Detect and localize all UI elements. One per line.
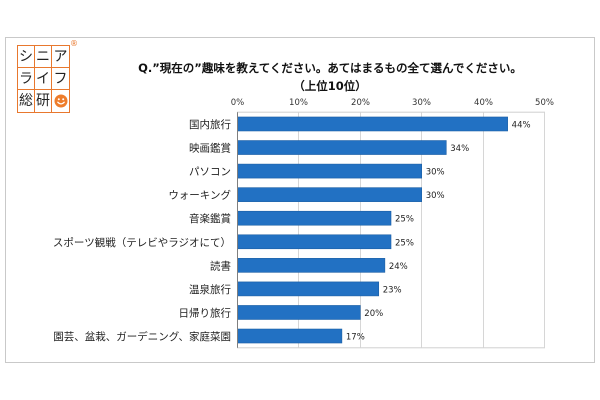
logo-char: イ bbox=[35, 68, 52, 90]
chart-frame bbox=[5, 37, 595, 363]
logo-char: フ bbox=[52, 68, 69, 90]
registered-mark: ® bbox=[70, 39, 78, 48]
logo: シ ニ ア ラ イ フ 総 研 bbox=[17, 45, 70, 113]
logo-char: シ bbox=[18, 46, 35, 68]
chart-title: Q.”現在の”趣味を教えてください。あてはまるもの全て選んでください。 bbox=[138, 61, 522, 75]
logo-char: 研 bbox=[35, 90, 52, 112]
logo-char: ニ bbox=[35, 46, 52, 68]
logo-char: ラ bbox=[18, 68, 35, 90]
logo-char: ア bbox=[52, 46, 69, 68]
chart-subtitle: （上位10位） bbox=[293, 79, 367, 93]
smiley-icon bbox=[52, 90, 69, 112]
logo-char: 総 bbox=[18, 90, 35, 112]
